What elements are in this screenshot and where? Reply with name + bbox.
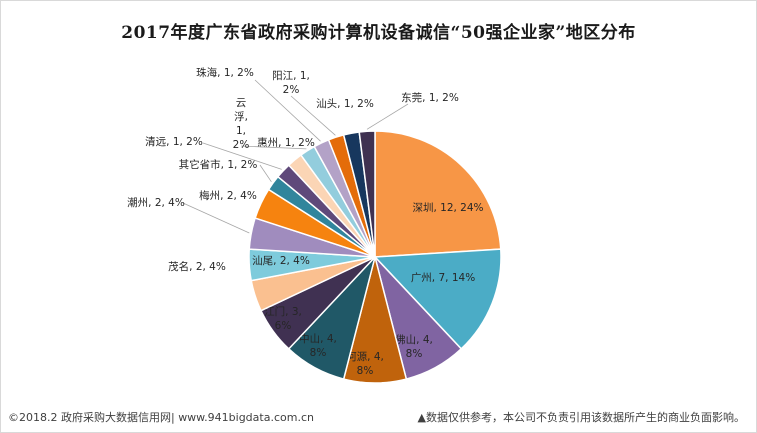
footer-disclaimer: ▲数据仅供参考，本公司不负责引用该数据所产生的商业负面影响。 bbox=[417, 411, 745, 424]
leader-line-8 bbox=[182, 202, 250, 234]
leader-line-15 bbox=[290, 95, 336, 136]
leader-line-11 bbox=[202, 142, 282, 170]
slice-label-14: 珠海, 1, 2% bbox=[196, 66, 254, 79]
slice-label-8: 潮州, 2, 4% bbox=[127, 196, 185, 209]
footer-copyright: ©2018.2 政府采购大数据信用网| www.941bigdata.com.c… bbox=[8, 411, 314, 424]
slice-label-15: 阳江, 1, 2% bbox=[272, 70, 310, 96]
pie-slice-0 bbox=[374, 130, 502, 258]
leader-line-14 bbox=[254, 79, 321, 142]
slice-label-16: 汕头, 1, 2% bbox=[316, 98, 374, 110]
slice-label-17: 东莞, 1, 2% bbox=[401, 91, 459, 104]
pie-slice-17 bbox=[358, 130, 376, 258]
slice-label-0: 深圳, 12, 24% bbox=[412, 202, 483, 214]
leader-line-13 bbox=[240, 145, 307, 150]
slice-label-12: 惠州, 1, 2% bbox=[257, 136, 315, 149]
slice-label-1: 广州, 7, 14% bbox=[411, 272, 475, 284]
slice-label-3: 河源, 4, 8% bbox=[346, 350, 384, 377]
slice-label-2: 佛山, 4, 8% bbox=[395, 333, 433, 360]
slice-label-11: 清远, 1, 2% bbox=[145, 135, 203, 148]
leader-line-10 bbox=[259, 164, 272, 183]
slice-label-4: 中山, 4, 8% bbox=[299, 332, 337, 359]
slice-label-6: 茂名, 2, 4% bbox=[168, 260, 226, 273]
slice-label-13: 云浮, 1, 2% bbox=[233, 97, 250, 151]
pie-slice-1 bbox=[373, 248, 502, 350]
slice-label-9: 梅州, 2, 4% bbox=[199, 189, 257, 202]
chart-title: 2017年度广东省政府采购计算机设备诚信“50强企业家”地区分布 bbox=[121, 23, 636, 43]
slice-label-10: 其它省市, 1, 2% bbox=[179, 158, 258, 171]
slice-label-5: 江门, 3, 6% bbox=[264, 305, 302, 332]
slice-label-7: 汕尾, 2, 4% bbox=[252, 255, 310, 267]
leader-line-17 bbox=[366, 103, 409, 130]
